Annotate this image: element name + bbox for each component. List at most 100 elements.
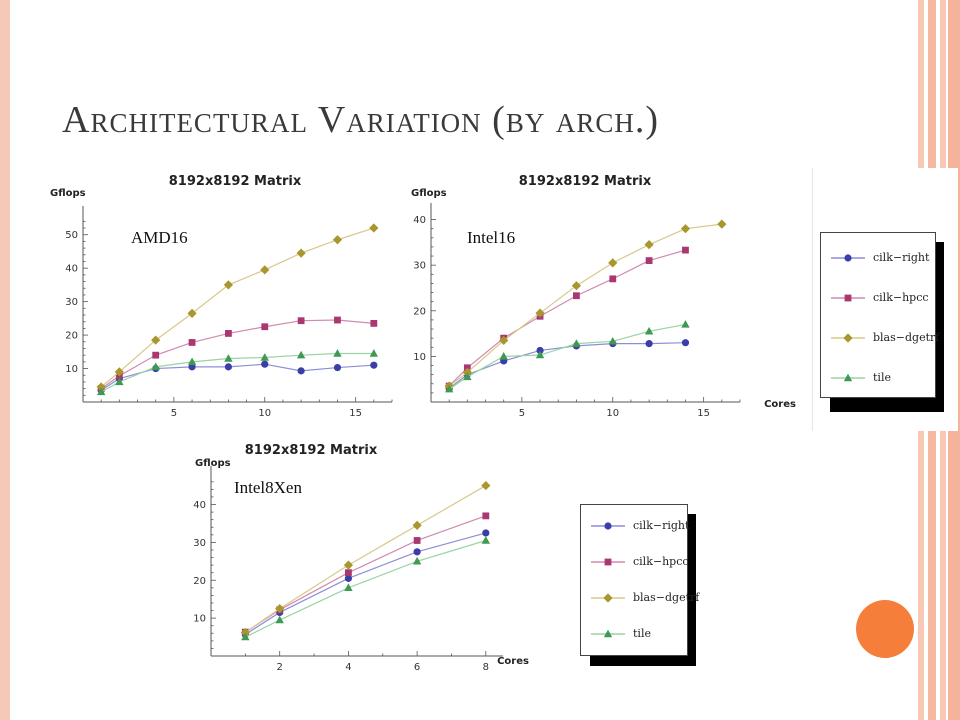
legend-marker-blas-dgetrf — [603, 593, 613, 603]
series-line-blas-dgetrf — [448, 223, 722, 387]
legend-swatch — [591, 522, 625, 530]
y-axis-label: Gflops — [411, 188, 447, 199]
data-point-cilk-hpcc — [609, 275, 617, 283]
y-tick-label: 20 — [193, 576, 206, 587]
chart-intel16-plot: 8192x8192 Matrix Gflops Cores 5 10 15 10 20 30 40 — [411, 174, 796, 419]
data-point-cilk-hpcc — [225, 330, 232, 337]
data-point-cilk-right — [413, 548, 421, 556]
data-point-cilk-right — [645, 340, 653, 348]
y-tick-label: 10 — [193, 614, 206, 625]
series-line-tile — [100, 352, 374, 393]
data-point-blas-dgetrf — [535, 308, 545, 318]
y-tick-label: 20 — [413, 306, 426, 317]
data-point-tile — [644, 326, 654, 335]
data-point-cilk-hpcc — [370, 319, 378, 327]
data-point-tile — [260, 353, 269, 361]
data-point-cilk-right — [188, 363, 196, 371]
data-point-cilk-hpcc — [188, 339, 196, 346]
x-tick-label: 15 — [697, 408, 710, 419]
slide-title: Architectural Variation (by arch.) — [62, 99, 660, 141]
series-line-cilk-hpcc — [448, 249, 686, 387]
data-point-tile — [296, 350, 306, 359]
chart-intel16: 8192x8192 Matrix Gflops Cores 5 10 15 10 20 30 40 — [395, 160, 796, 420]
data-point-cilk-right — [224, 363, 233, 371]
legend-marker-cilk-right — [844, 254, 852, 262]
data-point-tile — [412, 556, 422, 565]
legend-swatch — [591, 593, 625, 603]
data-point-cilk-right — [333, 363, 342, 372]
data-point-blas-dgetrf — [412, 520, 422, 530]
y-tick-label: 40 — [413, 215, 426, 226]
chart-amd16: 8192x8192 Matrix Gflops 5 10 15 10 20 30 40 50 — [50, 160, 410, 420]
data-point-blas-dgetrf — [608, 258, 618, 268]
data-point-blas-dgetrf — [332, 235, 343, 245]
data-point-cilk-hpcc — [573, 292, 580, 300]
legend-marker-blas-dgetrf — [843, 333, 853, 343]
y-tick-label: 30 — [413, 261, 426, 272]
legend-swatch — [831, 254, 865, 262]
legend-marker-tile — [603, 629, 613, 638]
x-tick-label: 8 — [483, 662, 489, 673]
data-point-tile — [481, 536, 491, 544]
x-tick-label: 4 — [345, 662, 351, 673]
y-tick-label: 20 — [65, 331, 78, 342]
y-tick-label: 40 — [193, 500, 206, 511]
x-tick-label: 10 — [258, 408, 271, 419]
legend-label: blas−dgetrf — [873, 331, 940, 344]
data-point-cilk-hpcc — [334, 316, 341, 324]
legend-label: tile — [873, 371, 891, 384]
data-point-blas-dgetrf — [644, 240, 654, 250]
data-point-tile — [151, 362, 160, 371]
data-point-cilk-right — [536, 346, 544, 355]
legend-marker-cilk-hpcc — [604, 558, 612, 566]
data-point-tile — [241, 632, 250, 641]
y-axis-label: Gflops — [195, 458, 231, 469]
data-point-tile — [187, 357, 197, 366]
data-point-tile — [499, 351, 508, 360]
legend-swatch — [831, 333, 865, 343]
data-point-cilk-hpcc — [152, 351, 160, 359]
data-point-tile — [344, 583, 353, 592]
data-point-cilk-right — [297, 367, 305, 375]
x-tick-label: 2 — [277, 662, 283, 673]
data-point-cilk-hpcc — [297, 317, 305, 325]
arch-label-intel16: Intel16 — [467, 228, 516, 247]
legend-swatch — [591, 558, 625, 566]
chart-intel8xen-plot: 8192x8192 Matrix Gflops Cores 2 4 6 8 10 20 30 40 — [193, 443, 529, 673]
data-point-cilk-hpcc — [645, 257, 653, 265]
data-point-tile — [572, 339, 581, 347]
legend-swatch — [831, 294, 865, 302]
left-frame-bar — [0, 0, 10, 720]
y-tick-label: 10 — [65, 364, 78, 375]
legend-label: cilk−right — [873, 251, 930, 264]
data-point-tile — [681, 320, 690, 328]
data-point-blas-dgetrf — [571, 281, 582, 291]
data-point-tile — [224, 354, 233, 362]
chart-title: 8192x8192 Matrix — [245, 443, 378, 458]
x-axis-label: Cores — [497, 656, 529, 667]
data-point-blas-dgetrf — [369, 223, 379, 233]
data-point-cilk-right — [681, 339, 690, 347]
y-axis-label: Gflops — [50, 188, 86, 199]
y-tick-label: 50 — [65, 230, 78, 241]
legend-label: blas−dgetrf — [633, 591, 700, 604]
data-point-cilk-hpcc — [413, 537, 421, 544]
chart-amd16-plot: 8192x8192 Matrix Gflops 5 10 15 10 20 30 40 50 — [50, 174, 393, 419]
data-point-tile — [369, 349, 379, 357]
data-point-tile — [608, 336, 617, 345]
data-point-tile — [115, 377, 124, 386]
x-tick-label: 6 — [414, 662, 420, 673]
data-point-tile — [535, 350, 545, 359]
series-line-cilk-right — [100, 363, 374, 391]
series-line-cilk-right — [448, 342, 686, 389]
y-tick-label: 10 — [413, 352, 426, 363]
chart-intel8xen: 8192x8192 Matrix Gflops Cores 2 4 6 8 10 20 30 40 — [185, 430, 545, 690]
x-tick-label: 15 — [349, 408, 362, 419]
data-point-blas-dgetrf — [240, 627, 250, 638]
y-tick-label: 40 — [65, 264, 78, 275]
chart-title: 8192x8192 Matrix — [169, 174, 302, 189]
arch-label-intel8xen: Intel8Xen — [234, 478, 302, 497]
data-point-cilk-right — [344, 574, 353, 582]
legend-label: cilk−hpcc — [873, 291, 929, 304]
